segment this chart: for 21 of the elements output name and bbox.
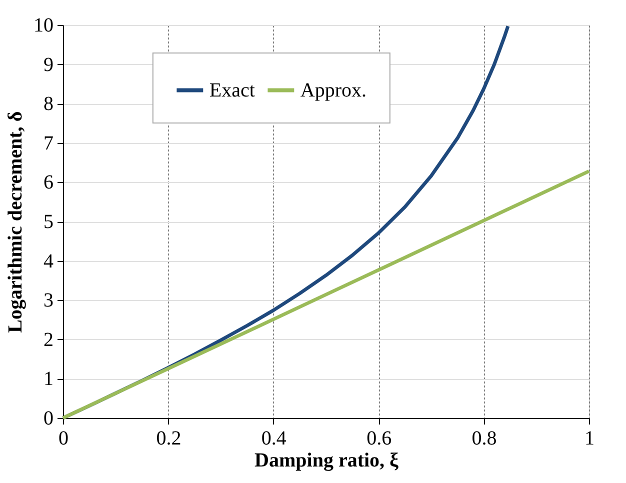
legend-label: Approx. bbox=[300, 79, 367, 102]
x-tick-label: 1 bbox=[584, 428, 594, 450]
y-tick-label: 1 bbox=[44, 368, 54, 390]
x-axis-title: Damping ratio, ξ bbox=[254, 450, 399, 472]
x-tick-label: 0.6 bbox=[366, 428, 392, 450]
y-tick-label: 4 bbox=[44, 250, 54, 272]
x-tick-label: 0 bbox=[58, 428, 68, 450]
x-tick-label: 0.8 bbox=[472, 428, 497, 450]
y-tick-label: 2 bbox=[44, 328, 54, 351]
y-tick-label: 10 bbox=[34, 14, 54, 36]
y-tick-label: 9 bbox=[44, 54, 54, 76]
legend-label: Exact bbox=[209, 79, 256, 102]
y-tick-label: 8 bbox=[44, 93, 54, 116]
y-tick-label: 6 bbox=[44, 172, 54, 194]
y-tick-label: 3 bbox=[44, 290, 54, 312]
y-tick-label: 5 bbox=[44, 211, 54, 233]
x-tick-label: 0.2 bbox=[156, 428, 182, 450]
y-tick-label: 0 bbox=[44, 408, 54, 430]
y-tick-label: 7 bbox=[44, 132, 54, 154]
y-axis-title: Logarithmic decrement, δ bbox=[4, 111, 26, 333]
x-tick-label: 0.4 bbox=[261, 428, 286, 450]
